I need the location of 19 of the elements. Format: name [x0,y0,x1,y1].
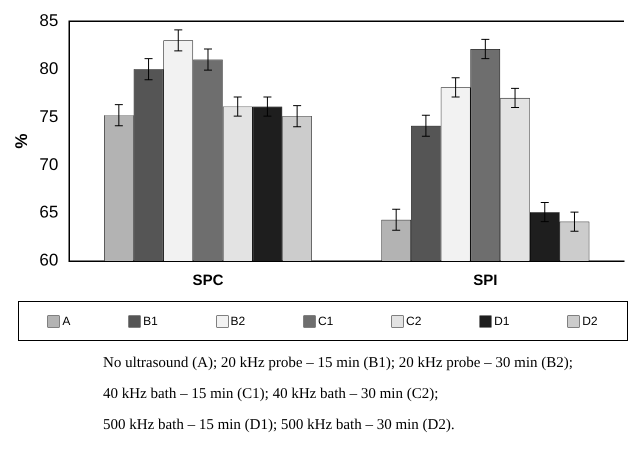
legend-label: C1 [318,314,334,328]
y-tick-label: 65 [39,202,58,222]
text: No ultrasound (A); 20 kHz probe – 15 min (B1); 20 kHz probe – 30 min (B2); [103,355,574,372]
legend-label: C2 [406,314,422,328]
y-tick-label: 80 [39,58,58,78]
y-tick-label: 85 [39,10,58,30]
x-tick-label: SPC [192,272,224,290]
x-tick-label: SPI [473,272,498,290]
text: 40 kHz bath – 15 min (C1); 40 kHz bath – 30 min (C2); [103,386,440,403]
legend-label: B1 [143,314,158,328]
legend-label: B2 [230,314,246,328]
text: 500 kHz bath – 15 min (D1); 500 kHz bath – 30 min (D2). [103,417,456,434]
legend-label: A [62,314,70,328]
y-tick-label: 60 [39,250,58,270]
y-axis-title: % [12,134,31,149]
legend-label: D2 [582,314,598,328]
y-tick-label: 75 [39,106,58,126]
y-tick-label: 70 [39,154,58,174]
legend-label: D1 [494,314,510,328]
